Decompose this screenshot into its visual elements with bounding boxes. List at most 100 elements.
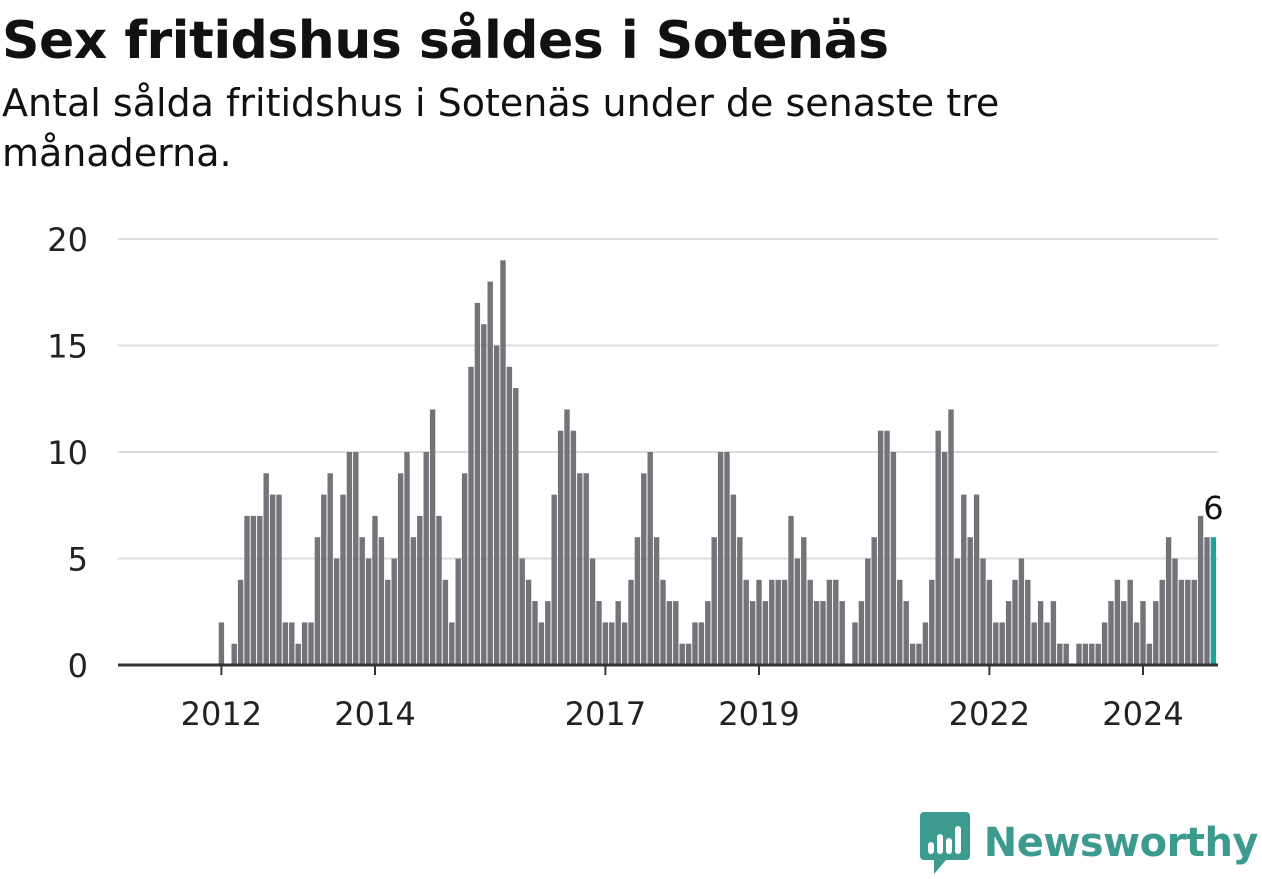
bar bbox=[340, 494, 346, 665]
bar bbox=[602, 622, 609, 665]
bar bbox=[487, 281, 493, 665]
y-tick-label: 20 bbox=[47, 221, 88, 259]
bar bbox=[577, 473, 583, 665]
bar bbox=[705, 601, 711, 665]
bar bbox=[551, 494, 557, 665]
bar bbox=[461, 473, 468, 665]
bar bbox=[538, 622, 545, 665]
bar bbox=[1037, 601, 1044, 665]
bar bbox=[756, 579, 762, 665]
x-tick-label: 2017 bbox=[565, 695, 646, 733]
bar bbox=[525, 579, 532, 665]
bar bbox=[794, 558, 801, 665]
bar bbox=[423, 452, 429, 665]
bar bbox=[1025, 579, 1031, 665]
bar bbox=[1191, 579, 1197, 665]
bar bbox=[826, 579, 833, 665]
bar bbox=[442, 579, 449, 665]
y-axis-tick-labels: 0 5 10 15 20 bbox=[47, 221, 88, 685]
bar bbox=[321, 494, 327, 665]
bar bbox=[1146, 643, 1153, 665]
bar bbox=[615, 601, 621, 665]
bar bbox=[1108, 601, 1114, 665]
bar bbox=[301, 622, 308, 665]
bar bbox=[679, 643, 685, 665]
bar bbox=[218, 622, 225, 665]
bar bbox=[724, 452, 730, 665]
bar bbox=[1159, 579, 1165, 665]
bar bbox=[986, 579, 993, 665]
data-labels: 6 bbox=[1203, 489, 1223, 527]
bar bbox=[1050, 601, 1057, 665]
bar bbox=[666, 601, 673, 665]
bar bbox=[916, 643, 922, 665]
bar bbox=[929, 579, 935, 665]
bar bbox=[410, 537, 417, 665]
bar bbox=[1057, 643, 1063, 665]
bar bbox=[570, 430, 577, 665]
bar bbox=[922, 622, 929, 665]
bar bbox=[941, 452, 948, 665]
bar bbox=[641, 473, 647, 665]
bar bbox=[596, 601, 602, 665]
y-tick-label: 0 bbox=[68, 647, 88, 685]
bar bbox=[1012, 579, 1018, 665]
bar bbox=[397, 473, 404, 665]
bar bbox=[634, 537, 641, 665]
x-tick-label: 2022 bbox=[949, 695, 1030, 733]
x-tick-label: 2024 bbox=[1102, 695, 1183, 733]
bar bbox=[346, 452, 353, 665]
chart-title: Sex fritidshus såldes i Sotenäs bbox=[2, 11, 889, 71]
bar bbox=[903, 601, 909, 665]
bar bbox=[391, 558, 397, 665]
gridlines bbox=[118, 238, 1218, 560]
bar bbox=[231, 643, 237, 665]
bar bbox=[1031, 622, 1037, 665]
bar bbox=[769, 579, 775, 665]
bar bbox=[909, 643, 916, 665]
x-tick-label: 2012 bbox=[181, 695, 262, 733]
bar bbox=[327, 473, 333, 665]
bar bbox=[257, 515, 263, 665]
bar bbox=[295, 643, 301, 665]
bar bbox=[449, 622, 455, 665]
bar bbox=[250, 515, 257, 665]
x-axis-ticks: 2012 2014 2017 2019 2022 2024 bbox=[181, 665, 1184, 733]
bar bbox=[564, 409, 570, 665]
bar bbox=[653, 537, 660, 665]
bar bbox=[609, 622, 615, 665]
bar bbox=[276, 494, 282, 665]
bar bbox=[429, 409, 436, 665]
data-label: 6 bbox=[1203, 489, 1223, 527]
y-tick-label: 10 bbox=[47, 434, 88, 472]
bar bbox=[417, 515, 423, 665]
bar bbox=[244, 515, 250, 665]
bar bbox=[865, 558, 871, 665]
bar-chart: 0 5 10 15 20 2012 2014 2017 2019 2022 2024 6 bbox=[47, 221, 1223, 733]
bar bbox=[999, 622, 1005, 665]
bar bbox=[481, 324, 487, 665]
bar bbox=[698, 622, 705, 665]
bar bbox=[737, 537, 743, 665]
bar bbox=[935, 430, 941, 665]
bar bbox=[852, 622, 858, 665]
bar bbox=[333, 558, 340, 665]
bar bbox=[1063, 643, 1069, 665]
bar bbox=[1018, 558, 1025, 665]
bar bbox=[858, 601, 865, 665]
bar bbox=[775, 579, 781, 665]
bar bbox=[801, 537, 807, 665]
bar bbox=[308, 622, 314, 665]
bar bbox=[378, 537, 385, 665]
bar bbox=[781, 579, 788, 665]
bar bbox=[269, 494, 276, 665]
bar bbox=[1076, 643, 1082, 665]
bar bbox=[673, 601, 679, 665]
bar bbox=[749, 601, 756, 665]
bar bbox=[685, 643, 692, 665]
bar bbox=[762, 601, 769, 665]
bar bbox=[813, 601, 820, 665]
bar bbox=[1114, 579, 1121, 665]
bar bbox=[436, 515, 442, 665]
bar bbox=[1127, 579, 1133, 665]
